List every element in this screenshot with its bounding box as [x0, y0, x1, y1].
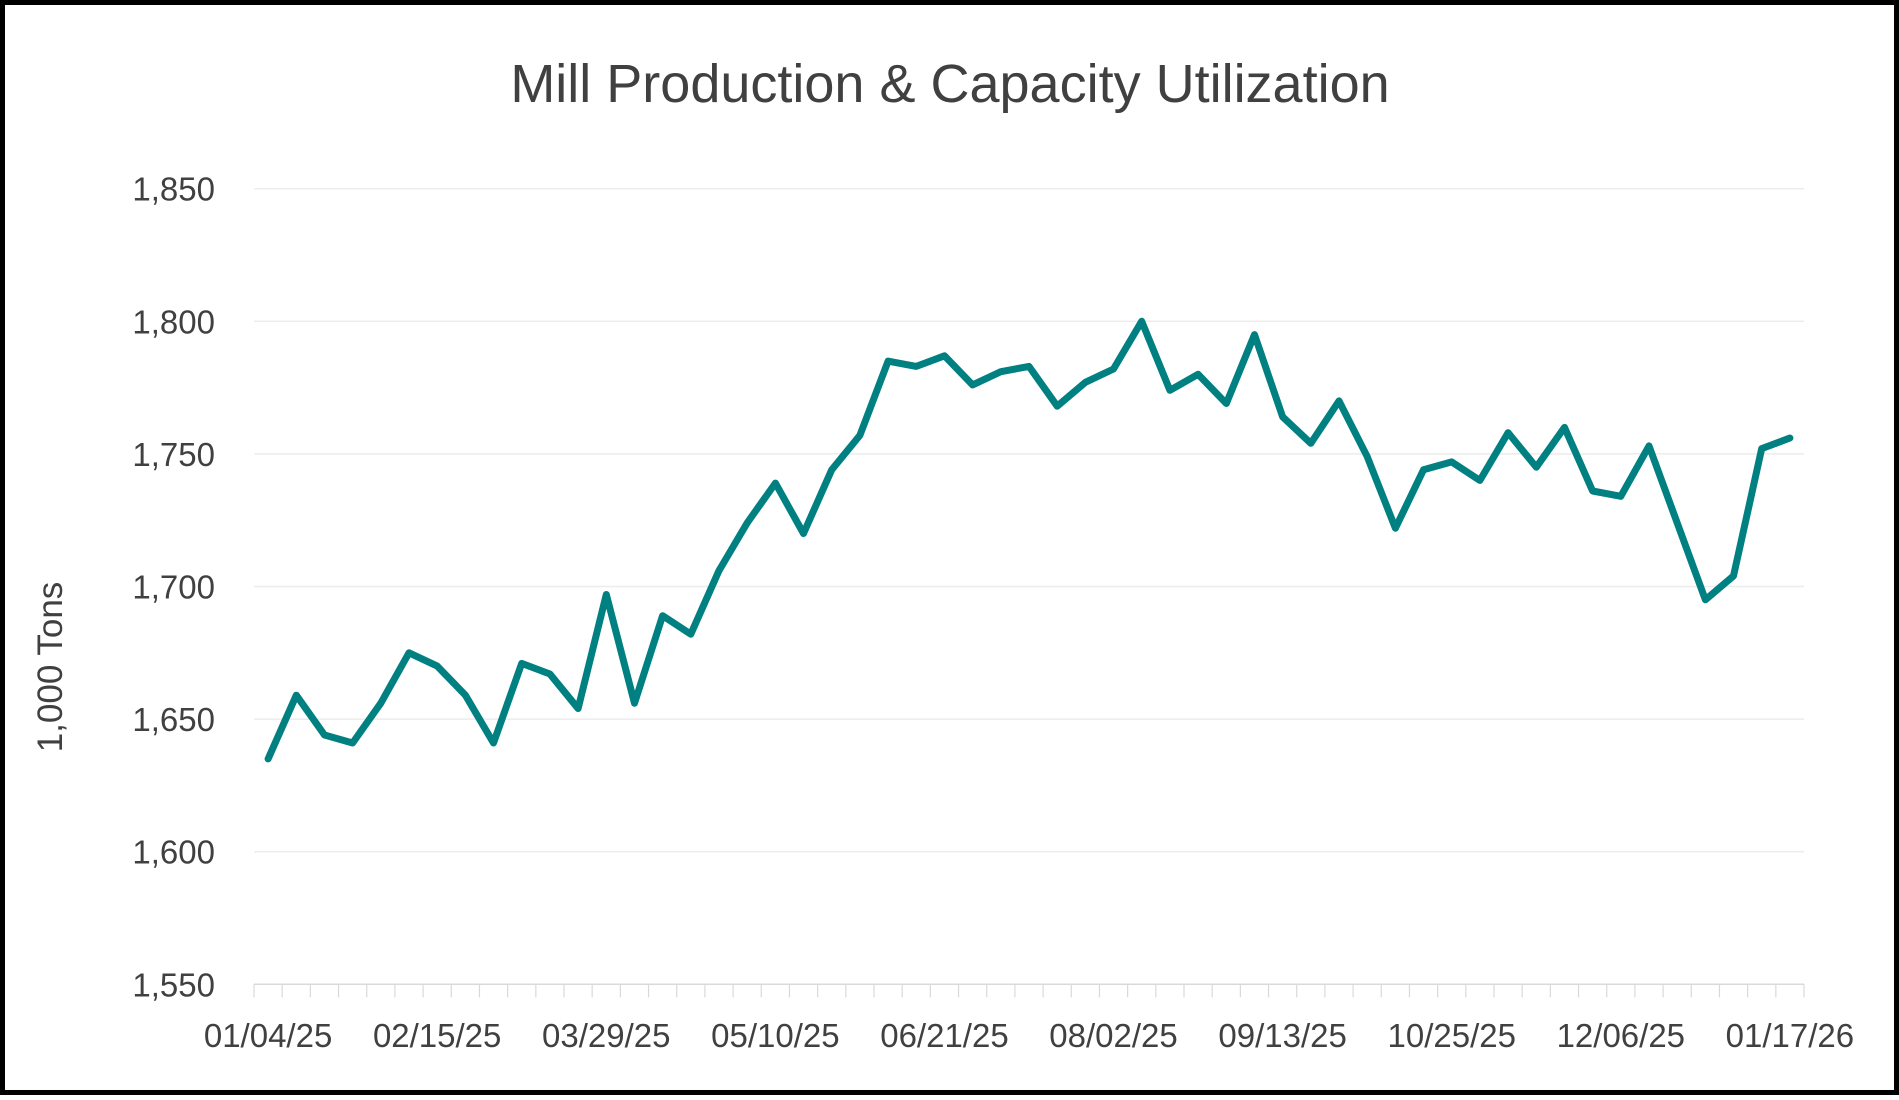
data-point: [1251, 331, 1258, 338]
x-tick-label: 10/25/25: [1387, 1017, 1515, 1054]
data-point: [800, 530, 807, 537]
line-chart: Mill Production & Capacity Utilization 1…: [31, 54, 1854, 1054]
data-point: [885, 358, 892, 365]
data-point: [1505, 429, 1512, 436]
data-point: [716, 567, 723, 574]
data-point: [1786, 434, 1793, 441]
data-point: [575, 705, 582, 712]
chart-title: Mill Production & Capacity Utilization: [510, 54, 1389, 114]
data-point: [1195, 371, 1202, 378]
x-tick-label: 03/29/25: [542, 1017, 670, 1054]
data-point: [1702, 596, 1709, 603]
data-point: [1138, 318, 1145, 325]
series-layer: [264, 317, 1794, 763]
data-point: [1026, 363, 1033, 370]
data-point: [434, 663, 441, 670]
data-point: [1223, 400, 1230, 407]
data-point: [293, 692, 300, 699]
y-tick-label: 1,550: [132, 966, 215, 1003]
data-point: [518, 660, 525, 667]
x-tick-label: 01/17/26: [1726, 1017, 1854, 1054]
data-point: [462, 692, 469, 699]
y-axis-title: 1,000 Tons: [31, 582, 70, 753]
y-axis-tick-labels: 1,550 1,600 1,650 1,700 1,750 1,800 1,850: [132, 171, 215, 1004]
data-point: [265, 755, 272, 762]
x-tick-label: 09/13/25: [1218, 1017, 1346, 1054]
data-point: [377, 700, 384, 707]
data-point: [1758, 445, 1765, 452]
y-tick-label: 1,800: [132, 303, 215, 340]
y-tick-label: 1,650: [132, 701, 215, 738]
data-point: [856, 432, 863, 439]
data-point: [603, 591, 610, 598]
data-point: [659, 612, 666, 619]
data-point: [1166, 387, 1173, 394]
x-tick-label: 08/02/25: [1049, 1017, 1177, 1054]
data-point: [349, 739, 356, 746]
x-tick-label: 01/04/25: [204, 1017, 332, 1054]
x-axis: [253, 983, 1805, 998]
y-tick-label: 1,600: [132, 834, 215, 871]
data-point: [406, 649, 413, 656]
data-point: [687, 631, 694, 638]
data-point: [1307, 440, 1314, 447]
y-tick-label: 1,850: [132, 171, 215, 208]
x-tick-label: 06/21/25: [880, 1017, 1008, 1054]
data-point: [828, 466, 835, 473]
data-point: [772, 480, 779, 487]
data-point: [744, 519, 751, 526]
data-point: [490, 739, 497, 746]
data-point: [913, 363, 920, 370]
data-point: [1082, 379, 1089, 386]
x-tick-label: 12/06/25: [1557, 1017, 1685, 1054]
data-point: [1730, 572, 1737, 579]
y-tick-label: 1,700: [132, 569, 215, 606]
series-line-0: [264, 317, 1794, 763]
data-point: [1561, 424, 1568, 431]
data-point: [1054, 403, 1061, 410]
data-point: [631, 700, 638, 707]
data-point: [1420, 466, 1427, 473]
data-point: [969, 381, 976, 388]
data-point: [1364, 453, 1371, 460]
y-tick-label: 1,750: [132, 436, 215, 473]
data-point: [1646, 442, 1653, 449]
data-point: [1476, 477, 1483, 484]
data-point: [997, 368, 1004, 375]
data-point: [546, 671, 553, 678]
data-point: [1533, 464, 1540, 471]
data-point: [1110, 366, 1117, 373]
data-point: [1279, 413, 1286, 420]
gridlines: [254, 187, 1804, 853]
data-point: [1392, 525, 1399, 532]
x-axis-tick-labels: 01/04/25 02/15/25 03/29/25 05/10/25 06/21/25…: [204, 1017, 1854, 1054]
data-point: [321, 732, 328, 739]
data-point: [1674, 519, 1681, 526]
data-point: [1589, 488, 1596, 495]
x-tick-label: 05/10/25: [711, 1017, 839, 1054]
data-point: [1336, 397, 1343, 404]
x-tick-label: 02/15/25: [373, 1017, 501, 1054]
data-point: [1617, 493, 1624, 500]
data-point: [941, 352, 948, 359]
data-point: [1448, 458, 1455, 465]
